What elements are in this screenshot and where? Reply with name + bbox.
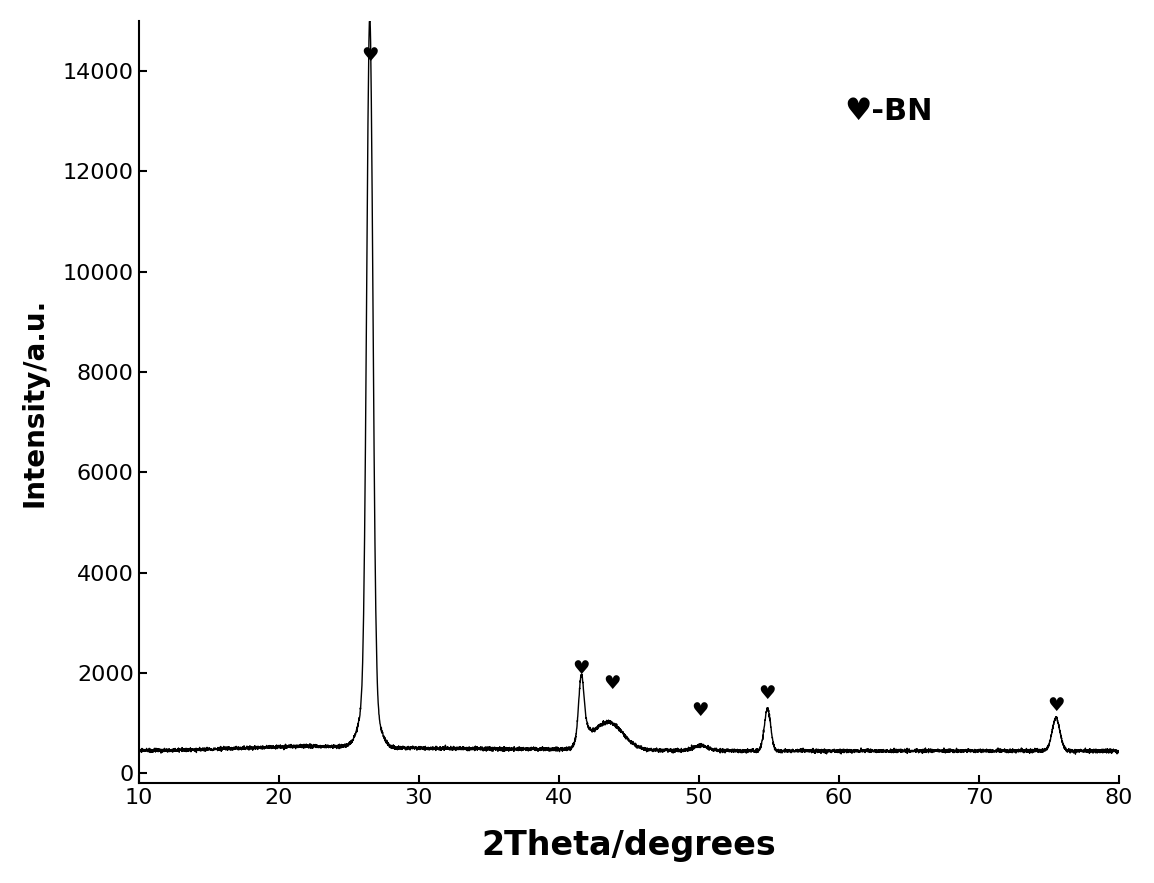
- Text: ♥: ♥: [691, 701, 709, 721]
- Text: ♥: ♥: [572, 659, 590, 677]
- Text: ♥: ♥: [361, 47, 379, 65]
- X-axis label: 2Theta/degrees: 2Theta/degrees: [481, 829, 777, 862]
- Text: ♥-BN: ♥-BN: [845, 97, 932, 126]
- Text: ♥: ♥: [1047, 696, 1065, 715]
- Text: ♥: ♥: [604, 674, 621, 692]
- Y-axis label: Intensity/a.u.: Intensity/a.u.: [21, 298, 48, 507]
- Text: ♥: ♥: [758, 683, 777, 703]
